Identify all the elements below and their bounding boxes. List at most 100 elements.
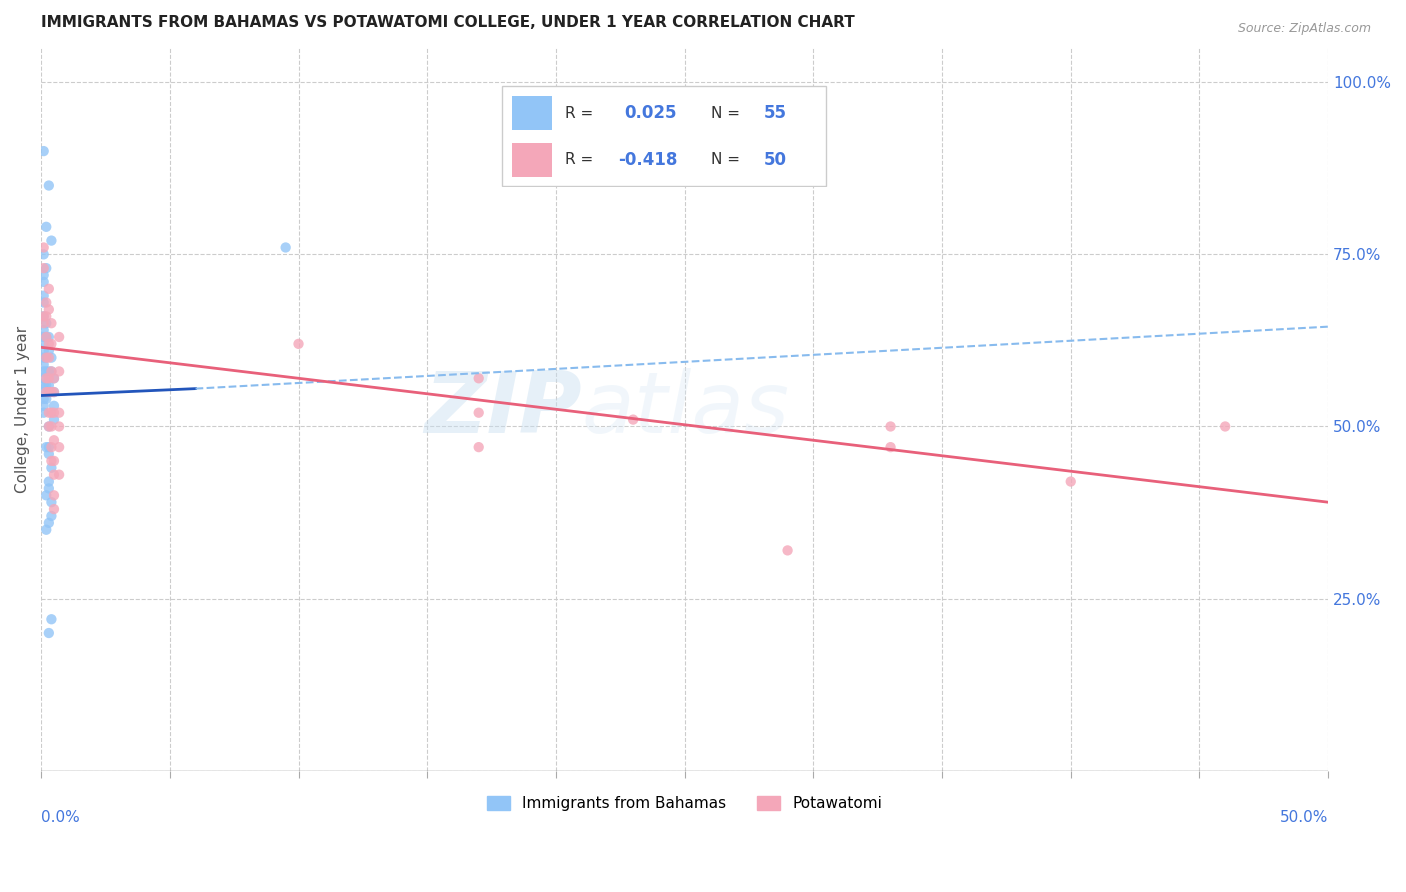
Point: [41, 495, 63, 509]
Point: [42, 385, 65, 400]
Point: [35, 440, 58, 454]
Point: [38, 378, 60, 392]
Point: [42, 412, 65, 426]
Point: [38, 330, 60, 344]
Point: [41, 612, 63, 626]
Point: [32, 310, 55, 324]
Point: [38, 516, 60, 530]
Point: [32, 240, 55, 254]
Text: Source: ZipAtlas.com: Source: ZipAtlas.com: [1237, 22, 1371, 36]
Point: [32, 337, 55, 351]
Point: [48, 364, 70, 378]
Point: [38, 351, 60, 365]
Point: [467, 406, 489, 420]
Point: [32, 261, 55, 276]
Point: [41, 454, 63, 468]
Point: [42, 434, 65, 448]
Point: [32, 351, 55, 365]
Point: [32, 392, 55, 406]
Point: [32, 295, 55, 310]
Point: [42, 488, 65, 502]
Point: [41, 406, 63, 420]
Point: [35, 488, 58, 502]
Point: [32, 310, 55, 324]
Point: [48, 467, 70, 482]
Point: [41, 351, 63, 365]
Point: [38, 419, 60, 434]
Point: [35, 316, 58, 330]
Point: [42, 399, 65, 413]
Point: [48, 440, 70, 454]
Point: [38, 371, 60, 385]
Point: [35, 523, 58, 537]
Point: [42, 385, 65, 400]
Point: [41, 508, 63, 523]
Point: [32, 358, 55, 372]
Text: N =: N =: [710, 153, 740, 167]
Point: [48, 419, 70, 434]
Point: [879, 419, 901, 434]
Point: [32, 144, 55, 158]
Point: [35, 392, 58, 406]
Point: [32, 343, 55, 358]
Point: [42, 371, 65, 385]
Text: -0.418: -0.418: [619, 151, 678, 169]
Point: [32, 275, 55, 289]
Point: [467, 440, 489, 454]
Point: [38, 626, 60, 640]
Text: ZIP: ZIP: [425, 368, 582, 450]
Point: [38, 419, 60, 434]
Point: [35, 261, 58, 276]
Point: [38, 475, 60, 489]
Point: [41, 460, 63, 475]
Point: [35, 330, 58, 344]
Point: [32, 385, 55, 400]
Text: 0.025: 0.025: [624, 104, 678, 122]
Y-axis label: College, Under 1 year: College, Under 1 year: [15, 326, 30, 493]
Point: [35, 219, 58, 234]
Text: IMMIGRANTS FROM BAHAMAS VS POTAWATOMI COLLEGE, UNDER 1 YEAR CORRELATION CHART: IMMIGRANTS FROM BAHAMAS VS POTAWATOMI CO…: [41, 15, 855, 30]
Point: [32, 406, 55, 420]
Text: R =: R =: [565, 106, 593, 121]
Point: [274, 240, 297, 254]
Point: [32, 399, 55, 413]
Point: [879, 440, 901, 454]
Point: [287, 337, 309, 351]
Point: [38, 178, 60, 193]
Point: [38, 343, 60, 358]
Text: 55: 55: [763, 104, 786, 122]
Point: [35, 371, 58, 385]
Point: [32, 323, 55, 337]
Text: R =: R =: [565, 153, 593, 167]
Point: [38, 447, 60, 461]
Point: [38, 337, 60, 351]
Point: [38, 440, 60, 454]
Legend: Immigrants from Bahamas, Potawatomi: Immigrants from Bahamas, Potawatomi: [481, 790, 889, 817]
Text: atlas: atlas: [582, 368, 790, 450]
Point: [35, 378, 58, 392]
Point: [48, 330, 70, 344]
Point: [42, 454, 65, 468]
Point: [32, 288, 55, 302]
Point: [42, 406, 65, 420]
Point: [35, 330, 58, 344]
Point: [41, 337, 63, 351]
Point: [38, 406, 60, 420]
Point: [38, 385, 60, 400]
Point: [38, 282, 60, 296]
Point: [621, 412, 644, 426]
Point: [38, 364, 60, 378]
Point: [41, 234, 63, 248]
Point: [32, 371, 55, 385]
Point: [38, 302, 60, 317]
Point: [1213, 419, 1236, 434]
Point: [35, 351, 58, 365]
Point: [35, 295, 58, 310]
Point: [35, 310, 58, 324]
Point: [32, 364, 55, 378]
Point: [41, 316, 63, 330]
Point: [32, 378, 55, 392]
Point: [1060, 475, 1083, 489]
Point: [776, 543, 799, 558]
Point: [32, 330, 55, 344]
